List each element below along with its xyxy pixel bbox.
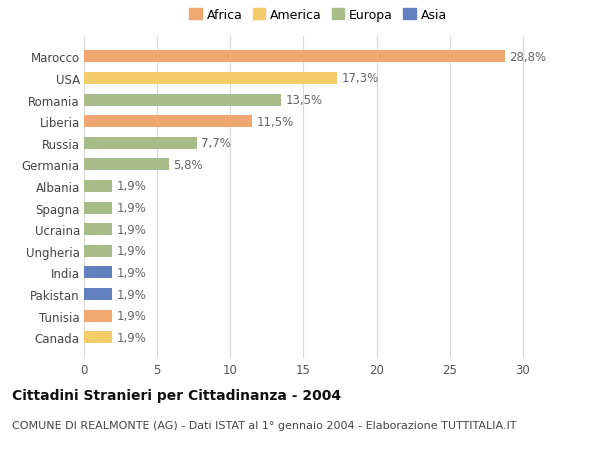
Bar (84, 73, 337, 85)
Bar (84, 224, 112, 235)
Bar (84, 181, 112, 192)
Legend: Africa, America, Europa, Asia: Africa, America, Europa, Asia (187, 6, 449, 24)
Text: COMUNE DI REALMONTE (AG) - Dati ISTAT al 1° gennaio 2004 - Elaborazione TUTTITAL: COMUNE DI REALMONTE (AG) - Dati ISTAT al… (12, 420, 517, 430)
Bar (84, 159, 169, 171)
Bar (84, 245, 112, 257)
Text: 1,9%: 1,9% (116, 202, 146, 215)
Bar (84, 310, 112, 322)
Text: 17,3%: 17,3% (341, 73, 379, 85)
Text: 1,9%: 1,9% (116, 309, 146, 322)
Text: 1,9%: 1,9% (116, 266, 146, 280)
Text: 7,7%: 7,7% (201, 137, 231, 150)
Text: 28,8%: 28,8% (509, 51, 547, 64)
Bar (84, 95, 281, 106)
Bar (84, 138, 197, 150)
Bar (84, 288, 112, 300)
Bar (84, 116, 252, 128)
Text: 13,5%: 13,5% (286, 94, 323, 107)
Text: Cittadini Stranieri per Cittadinanza - 2004: Cittadini Stranieri per Cittadinanza - 2… (12, 388, 341, 402)
Text: 1,9%: 1,9% (116, 245, 146, 258)
Bar (84, 51, 505, 63)
Text: 11,5%: 11,5% (257, 115, 294, 129)
Text: 5,8%: 5,8% (173, 158, 203, 172)
Text: 1,9%: 1,9% (116, 223, 146, 236)
Bar (84, 331, 112, 343)
Text: 1,9%: 1,9% (116, 180, 146, 193)
Text: 1,9%: 1,9% (116, 331, 146, 344)
Text: 1,9%: 1,9% (116, 288, 146, 301)
Bar (84, 267, 112, 279)
Bar (84, 202, 112, 214)
